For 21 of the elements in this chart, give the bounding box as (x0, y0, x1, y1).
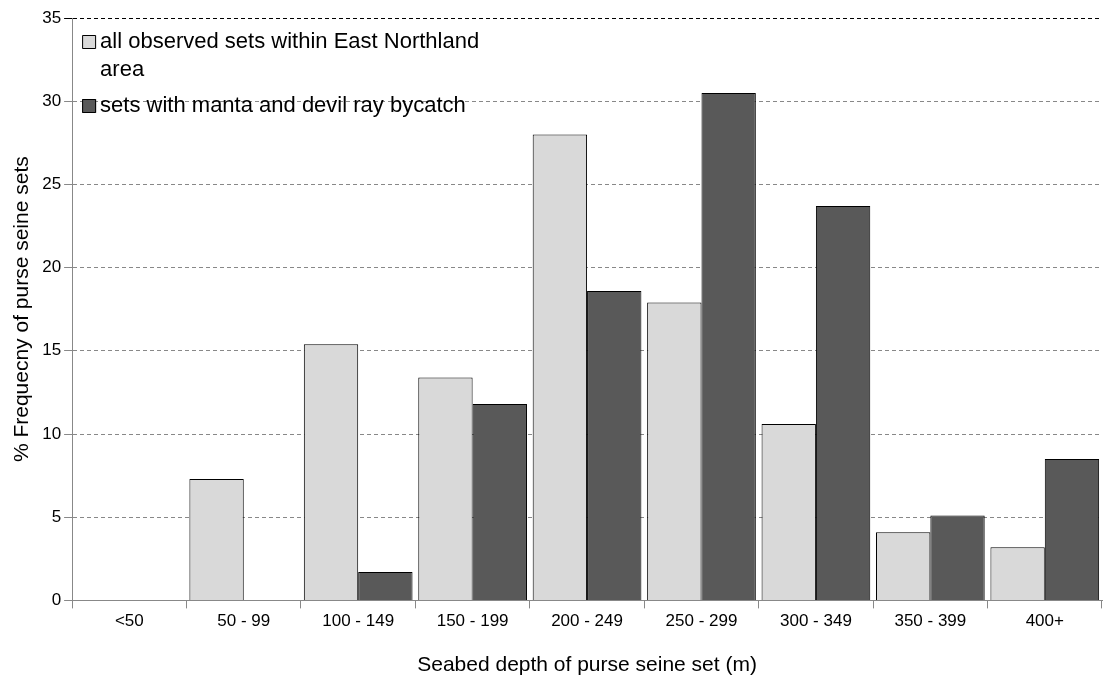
legend-label: all observed sets within East Northland area (100, 28, 480, 82)
y-tick-label: 5 (51, 506, 62, 526)
y-tick-label: 35 (42, 7, 62, 27)
legend-label: sets with manta and devil ray bycatch (100, 92, 466, 118)
x-tick-label: <50 (114, 611, 144, 631)
y-tick-label: 15 (42, 340, 62, 360)
x-tick-label: 150 - 199 (436, 611, 509, 631)
y-tick-label: 30 (42, 90, 62, 110)
x-tick-label: 300 - 349 (780, 611, 852, 631)
x-tick-label: 250 - 299 (665, 611, 738, 631)
y-tick-label: 25 (42, 174, 62, 194)
x-tick-label: 50 - 99 (217, 611, 271, 631)
y-tick-label: 10 (42, 423, 62, 443)
y-tick-label: 0 (51, 590, 62, 610)
y-axis-title: % Frequecny of purse seine sets (9, 156, 33, 463)
x-tick-label: 350 - 399 (894, 611, 967, 631)
x-tick-label: 100 - 149 (322, 611, 395, 631)
x-tick-label: 200 - 249 (551, 611, 623, 631)
y-tick-label: 20 (42, 257, 62, 277)
x-tick-label: 400+ (1025, 611, 1064, 631)
x-axis-title: Seabed depth of purse seine set (m) (417, 652, 757, 676)
